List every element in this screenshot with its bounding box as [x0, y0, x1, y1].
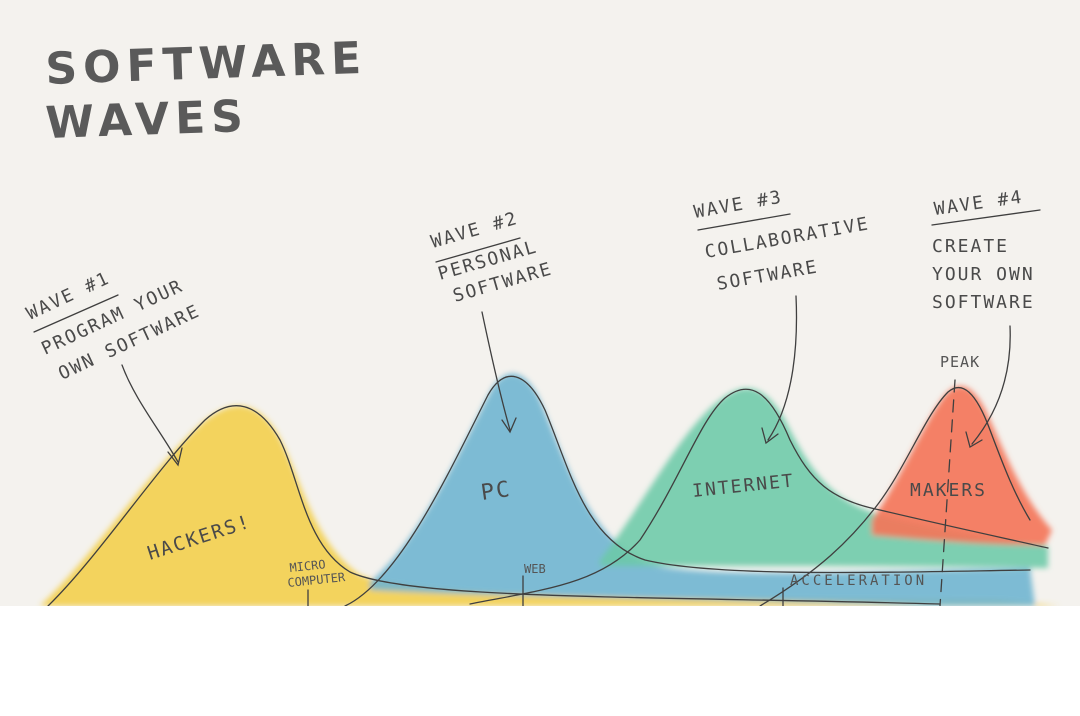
timeline-markers: [307, 379, 956, 606]
wave-4-desc-line-3: SOFTWARE: [932, 292, 1035, 313]
wave-4-desc-line-1: CREATE: [932, 236, 1009, 257]
blank-footer-area: [0, 606, 1080, 716]
peak-dashed-line: [939, 379, 956, 606]
wave-3-desc-line-2: SOFTWARE: [715, 256, 820, 295]
micro-label-line-1: MICRO: [289, 557, 326, 575]
wave-2-label: PC: [479, 477, 513, 506]
title-line-2: WAVES: [45, 91, 250, 149]
wave-4-label: MAKERS: [910, 480, 987, 501]
diagram-title: SOFTWARE WAVES: [45, 33, 368, 149]
wave-3-area: [600, 388, 1048, 568]
micro-label-line-2: COMPUTER: [287, 570, 347, 590]
peak-label: PEAK: [940, 353, 980, 371]
wave-3-desc-line-1: COLLABORATIVE: [703, 213, 871, 263]
wave-4-heading: WAVE #4: [933, 187, 1025, 220]
wave-4-area: [872, 386, 1052, 545]
wave-1-area: [40, 406, 1060, 606]
wave-4-desc-line-2: YOUR OWN: [932, 264, 1035, 285]
web-label: WEB: [524, 562, 546, 576]
title-line-1: SOFTWARE: [45, 33, 368, 95]
software-waves-diagram: SOFTWARE WAVES MICRO COMPUTER WEB ACCELE…: [23, 33, 1060, 606]
whiteboard-canvas: SOFTWARE WAVES MICRO COMPUTER WEB ACCELE…: [0, 0, 1080, 606]
wave-outlines: [47, 375, 1049, 606]
acceleration-label: ACCELERATION: [790, 573, 927, 589]
wave-2-area: [370, 373, 1035, 606]
